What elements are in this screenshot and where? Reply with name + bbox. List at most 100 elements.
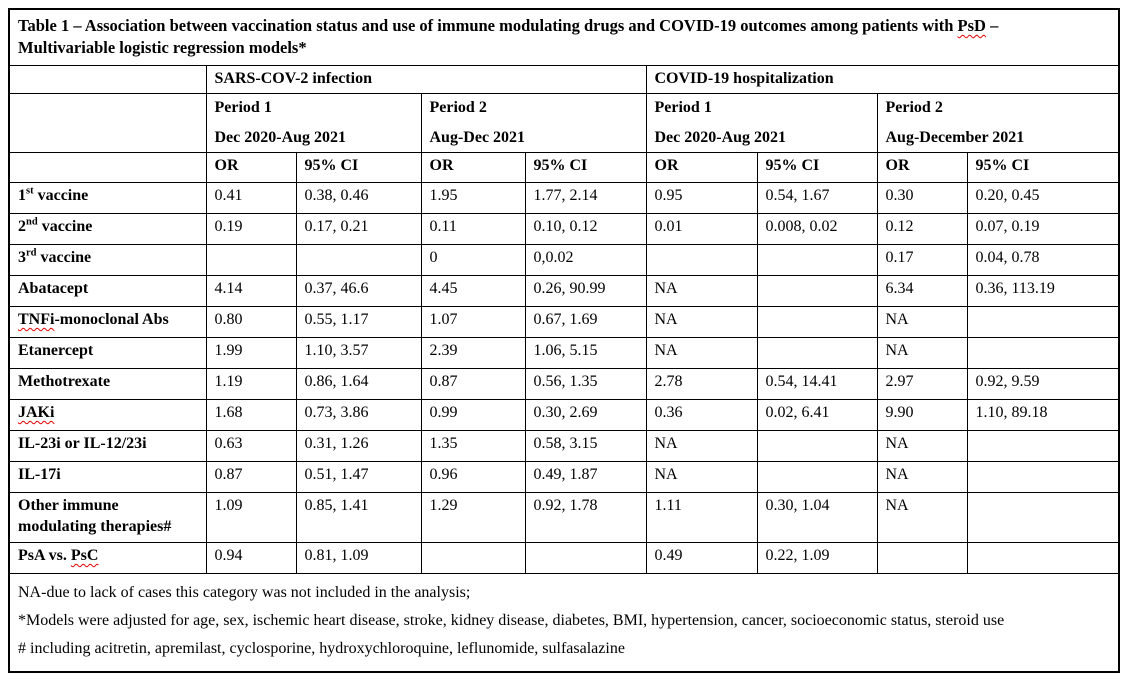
- data-cell: 0.49: [645, 542, 758, 575]
- data-cell: 1.35: [420, 430, 526, 463]
- row-label-text: IL-17i: [18, 466, 61, 484]
- data-cell: 1.77, 2.14: [524, 182, 647, 215]
- data-cell: NA: [876, 461, 968, 494]
- data-cell: [966, 492, 1120, 544]
- footnotes-cell: NA-due to lack of cases this category wa…: [8, 573, 1120, 673]
- row-label: Etanercept: [8, 337, 207, 370]
- misspelled-word-psd: PsD: [957, 16, 986, 35]
- data-cell: 0.17: [876, 244, 968, 277]
- data-cell: NA: [876, 337, 968, 370]
- data-cell: [420, 542, 526, 575]
- period-range: Aug-December 2021: [885, 129, 1025, 147]
- data-cell: 0.36: [645, 399, 758, 432]
- row-label: Abatacept: [8, 275, 207, 308]
- row-label: PsA vs. PsC: [8, 542, 207, 575]
- data-cell: 0.02, 6.41: [756, 399, 878, 432]
- row-label: JAKi: [8, 399, 207, 432]
- data-cell: 1.06, 5.15: [524, 337, 647, 370]
- data-cell: 0.67, 1.69: [524, 306, 647, 339]
- empty-corner-cell: [8, 152, 207, 184]
- misspelled-word: JAKi: [18, 404, 55, 422]
- data-cell: 1.68: [205, 399, 297, 432]
- data-cell: 1.11: [645, 492, 758, 544]
- row-label-text: vaccine: [33, 187, 89, 205]
- row-label-text: -monoclonal Abs: [54, 311, 169, 329]
- footnote-na: NA-due to lack of cases this category wa…: [18, 584, 471, 602]
- period-range: Dec 2020-Aug 2021: [214, 129, 347, 147]
- table-row: TNFi-monoclonal Abs 0.80 0.55, 1.17 1.07 0.6…: [8, 306, 1120, 339]
- period-name: Period 2: [429, 98, 487, 116]
- data-cell: 0.56, 1.35: [524, 368, 647, 401]
- row-label-text: Methotrexate: [18, 373, 111, 391]
- row-label-text: nd: [26, 216, 38, 228]
- data-cell: NA: [645, 306, 758, 339]
- data-cell: 1.19: [205, 368, 297, 401]
- data-cell: 0.17, 0.21: [295, 213, 422, 246]
- ci-header: 95% CI: [295, 152, 422, 184]
- data-cell: 0.94: [205, 542, 297, 575]
- misspelled-word: PsC: [70, 547, 99, 565]
- data-cell: 0: [420, 244, 526, 277]
- data-cell: 1.10, 3.57: [295, 337, 422, 370]
- row-label-text: 1: [18, 187, 26, 205]
- data-cell: 0,0.02: [524, 244, 647, 277]
- data-cell: [756, 306, 878, 339]
- data-cell: 0.49, 1.87: [524, 461, 647, 494]
- data-cell: 0.30, 2.69: [524, 399, 647, 432]
- data-cell: 0.86, 1.64: [295, 368, 422, 401]
- row-label: Methotrexate: [8, 368, 207, 401]
- data-cell: 1.07: [420, 306, 526, 339]
- period-range: Dec 2020-Aug 2021: [654, 129, 787, 147]
- data-cell: 4.45: [420, 275, 526, 308]
- table-row: 2nd vaccine 0.19 0.17, 0.21 0.11 0.10, 0.12 0…: [8, 213, 1120, 246]
- data-cell: [966, 430, 1120, 463]
- title-text-3: Multivariable logistic regression models…: [18, 38, 307, 58]
- row-label-text: IL-23i or IL-12/23i: [18, 435, 147, 453]
- data-cell: 0.92, 9.59: [966, 368, 1120, 401]
- data-cell: 0.81, 1.09: [295, 542, 422, 575]
- row-label-text: vaccine: [36, 249, 92, 267]
- row-label-text: 2: [18, 218, 26, 236]
- section-header-infection: SARS-COV-2 infection: [205, 64, 647, 94]
- data-cell: 1.95: [420, 182, 526, 215]
- row-label: 3rd vaccine: [8, 244, 207, 277]
- data-cell: 0.10, 0.12: [524, 213, 647, 246]
- or-header: OR: [876, 152, 968, 184]
- data-cell: [756, 430, 878, 463]
- row-label-text: st: [26, 185, 34, 197]
- data-cell: 0.26, 90.99: [524, 275, 647, 308]
- table-row: IL-23i or IL-12/23i 0.63 0.31, 1.26 1.35 0.5…: [8, 430, 1120, 463]
- period-name: Period 1: [654, 98, 712, 116]
- data-cell: [205, 244, 297, 277]
- data-cell: 0.95: [645, 182, 758, 215]
- data-cell: 9.90: [876, 399, 968, 432]
- data-cell: 2.78: [645, 368, 758, 401]
- data-cell: 0.30, 1.04: [756, 492, 878, 544]
- period-header-row: Period 1 Dec 2020-Aug 2021 Period 2 Aug-…: [8, 92, 1120, 154]
- data-cell: 0.11: [420, 213, 526, 246]
- data-cell: 0.36, 113.19: [966, 275, 1120, 308]
- row-label: 1st vaccine: [8, 182, 207, 215]
- data-cell: 1.29: [420, 492, 526, 544]
- data-cell: 1.09: [205, 492, 297, 544]
- data-cell: 0.008, 0.02: [756, 213, 878, 246]
- data-cell: 0.96: [420, 461, 526, 494]
- data-cell: 6.34: [876, 275, 968, 308]
- table-row: 1st vaccine 0.41 0.38, 0.46 1.95 1.77, 2.14 0…: [8, 182, 1120, 215]
- data-cell: NA: [876, 430, 968, 463]
- section-header-hospitalization: COVID-19 hospitalization: [645, 64, 1120, 94]
- data-cell: 0.37, 46.6: [295, 275, 422, 308]
- data-cell: 0.31, 1.26: [295, 430, 422, 463]
- period-header-2: Period 2 Aug-Dec 2021: [420, 92, 647, 154]
- empty-corner-cell: [8, 92, 207, 154]
- data-cell: 0.20, 0.45: [966, 182, 1120, 215]
- regression-results-table: Table 1 – Association between vaccinatio…: [8, 8, 1121, 673]
- document-page: Table 1 – Association between vaccinatio…: [8, 8, 1121, 673]
- or-header: OR: [645, 152, 758, 184]
- table-row: JAKi 1.68 0.73, 3.86 0.99 0.30, 2.69 0.36 0.02…: [8, 399, 1120, 432]
- footnote-other-therapies: # including acitretin, apremilast, cyclo…: [18, 639, 625, 657]
- ci-header: 95% CI: [524, 152, 647, 184]
- data-cell: 0.87: [420, 368, 526, 401]
- data-cell: [966, 306, 1120, 339]
- data-cell: 0.63: [205, 430, 297, 463]
